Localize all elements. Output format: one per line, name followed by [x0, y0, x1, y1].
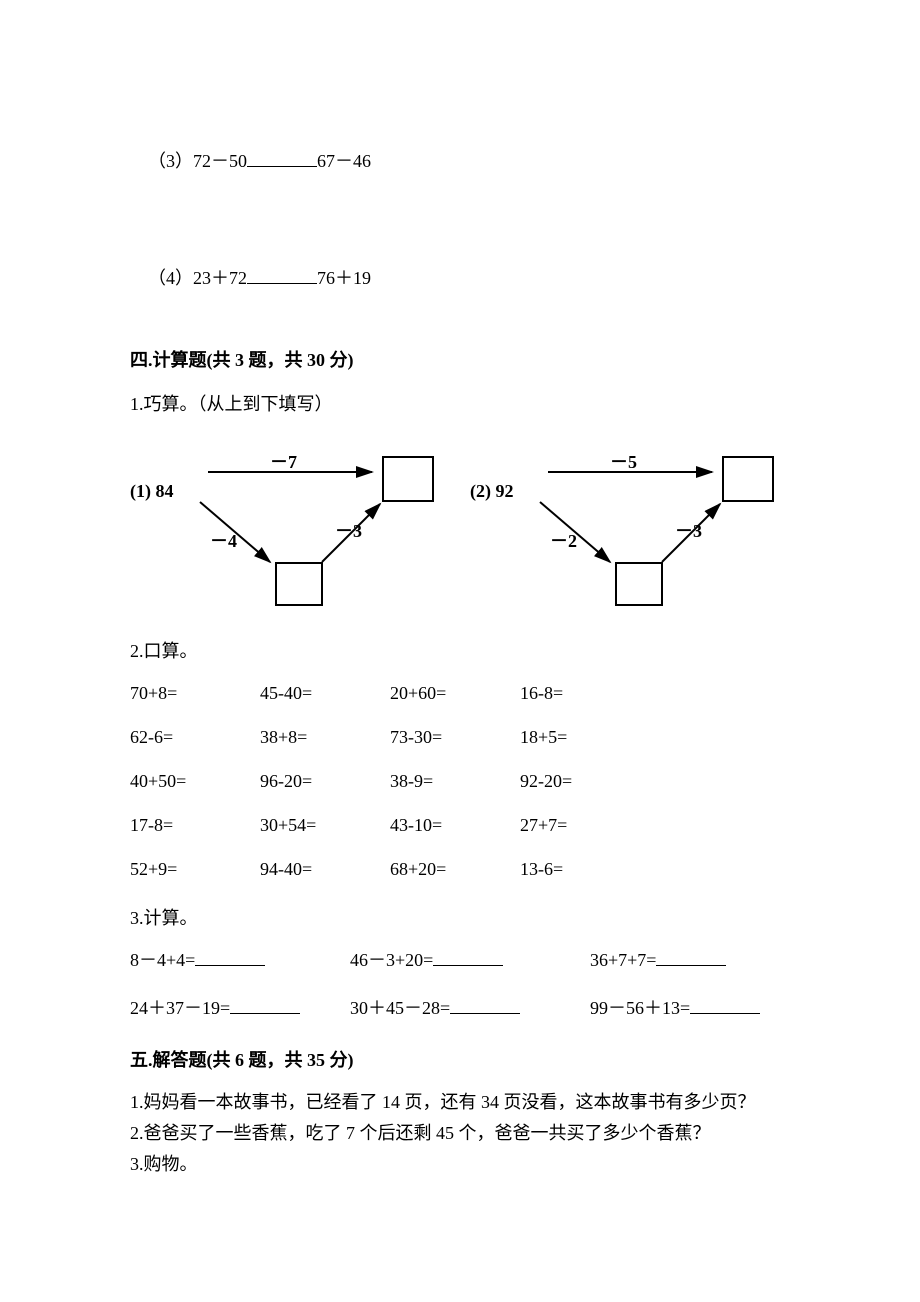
op-right: －3 — [335, 514, 362, 548]
q1-title: 1.巧算。（从上到下填写） — [130, 387, 800, 421]
left-expr: 23＋72 — [193, 268, 247, 288]
blank[interactable] — [433, 965, 503, 966]
word-problem-3: 3.购物。 — [130, 1149, 800, 1180]
section4-heading: 四.计算题(共 3 题，共 30 分) — [130, 343, 800, 377]
calc-cell: 99－56＋13= — [590, 991, 810, 1025]
calc-cell: 43-10= — [390, 808, 520, 842]
blank[interactable] — [230, 1013, 300, 1014]
diagram-row: (1) 84 －7 －4 －3 (2) 92 — [130, 444, 800, 604]
section5-heading: 五.解答题(共 6 题，共 35 分) — [130, 1043, 800, 1077]
word-problem-1: 1.妈妈看一本故事书，已经看了 14 页，还有 34 页没看，这本故事书有多少页… — [130, 1087, 800, 1118]
word-problem-2: 2.爸爸买了一些香蕉，吃了 7 个后还剩 45 个，爸爸一共买了多少个香蕉？ — [130, 1118, 800, 1149]
op-top: －5 — [610, 445, 637, 479]
word-problems: 1.妈妈看一本故事书，已经看了 14 页，还有 34 页没看，这本故事书有多少页… — [130, 1087, 800, 1179]
expr: 30＋45－28= — [350, 998, 450, 1018]
diagram-2: (2) 92 －5 －2 －3 — [470, 444, 780, 604]
calc-cell: 27+7= — [520, 808, 650, 842]
expr: 36+7+7= — [590, 950, 656, 970]
answer-box-bottom[interactable] — [615, 562, 663, 606]
blank[interactable] — [450, 1013, 520, 1014]
calc-cell: 52+9= — [130, 852, 260, 886]
calc-cell: 13-6= — [520, 852, 650, 886]
calc-cell: 18+5= — [520, 720, 650, 754]
diagram-1: (1) 84 －7 －4 －3 — [130, 444, 440, 604]
op-left: －2 — [550, 524, 577, 558]
calc-cell: 24＋37－19= — [130, 991, 350, 1025]
blank[interactable] — [195, 965, 265, 966]
right-expr: 76＋19 — [317, 268, 371, 288]
op-top: －7 — [270, 445, 297, 479]
answer-box-bottom[interactable] — [275, 562, 323, 606]
calc-cell: 96-20= — [260, 764, 390, 798]
calc-cell: 17-8= — [130, 808, 260, 842]
op-right: －3 — [675, 514, 702, 548]
left-expr: 72－50 — [193, 151, 247, 171]
page-root: （3）72－50 67－46 （4）23＋72 76＋19 四.计算题(共 3 题，… — [0, 0, 920, 1302]
calc-cell: 16-8= — [520, 676, 650, 710]
answer-box-right[interactable] — [722, 456, 774, 502]
calc-cell: 38-9= — [390, 764, 520, 798]
blank[interactable] — [690, 1013, 760, 1014]
blank[interactable] — [247, 283, 317, 284]
calc-cell: 46－3+20= — [350, 943, 590, 977]
calc-cell: 30+54= — [260, 808, 390, 842]
calc-cell: 36+7+7= — [590, 943, 810, 977]
blank[interactable] — [247, 166, 317, 167]
calc-cell: 73-30= — [390, 720, 520, 754]
expr: 99－56＋13= — [590, 998, 690, 1018]
answer-box-right[interactable] — [382, 456, 434, 502]
right-expr: 67－46 — [317, 151, 371, 171]
calc-cell: 68+20= — [390, 852, 520, 886]
calc-cell: 30＋45－28= — [350, 991, 590, 1025]
q3-title: 3.计算。 — [130, 901, 800, 935]
op-left: －4 — [210, 524, 237, 558]
top-line-3: （3）72－50 67－46 — [130, 110, 800, 213]
calc-cell: 8－4+4= — [130, 943, 350, 977]
q2-grid: 70+8= 45-40= 20+60= 16-8= 62-6= 38+8= 73… — [130, 676, 800, 887]
top-line-4: （4）23＋72 76＋19 — [130, 227, 800, 330]
blank[interactable] — [656, 965, 726, 966]
expr: 24＋37－19= — [130, 998, 230, 1018]
calc-cell: 38+8= — [260, 720, 390, 754]
calc-cell: 45-40= — [260, 676, 390, 710]
prefix: （4） — [148, 268, 193, 288]
q2-title: 2.口算。 — [130, 634, 800, 668]
q3-grid: 8－4+4= 46－3+20= 36+7+7= 24＋37－19= 30＋45－… — [130, 943, 800, 1025]
calc-cell: 62-6= — [130, 720, 260, 754]
calc-cell: 94-40= — [260, 852, 390, 886]
prefix: （3） — [148, 151, 193, 171]
calc-cell: 40+50= — [130, 764, 260, 798]
calc-cell: 20+60= — [390, 676, 520, 710]
calc-cell: 92-20= — [520, 764, 650, 798]
calc-cell: 70+8= — [130, 676, 260, 710]
expr: 8－4+4= — [130, 950, 195, 970]
expr: 46－3+20= — [350, 950, 433, 970]
